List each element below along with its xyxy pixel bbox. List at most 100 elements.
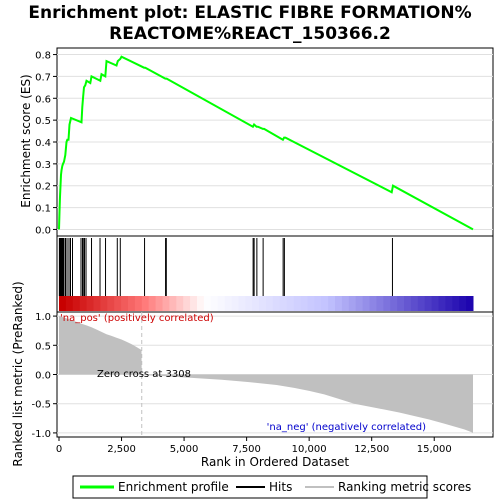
- rank-color-segment: [231, 296, 239, 311]
- rank-color-segment: [114, 296, 122, 311]
- metric-y-axis: 1.0 0.5 0.0 -0.5 -1.0: [31, 312, 57, 440]
- legend-metric-label: Ranking metric scores: [338, 480, 471, 494]
- metric-y-tick-label: -1.0: [31, 429, 51, 440]
- x-axis-label: Rank in Ordered Dataset: [201, 455, 349, 469]
- x-tick-label: 10,000: [292, 444, 327, 455]
- es-y-axis-label: Enrichment score (ES): [19, 74, 33, 207]
- rank-color-segment: [210, 296, 219, 311]
- rank-color-bar: [59, 296, 474, 311]
- es-y-tick-label: 0.8: [35, 51, 51, 62]
- rank-color-segment: [307, 296, 315, 311]
- rank-color-segment: [162, 296, 170, 311]
- rank-color-segment: [155, 296, 163, 311]
- rank-color-segment: [397, 296, 405, 311]
- rank-color-segment: [335, 296, 343, 311]
- rank-color-segment: [259, 296, 267, 311]
- rank-color-segment: [293, 296, 301, 311]
- es-y-tick-label: 0.4: [35, 138, 51, 149]
- chart-title-line1: Enrichment plot: ELASTIC FIBRE FORMATION…: [28, 3, 471, 23]
- rank-color-segment: [141, 296, 150, 311]
- es-y-tick-label: 0.2: [35, 182, 51, 193]
- es-y-tick-label: 0.3: [35, 160, 51, 171]
- es-y-axis: 0.0 0.1 0.2 0.3 0.4 0.5 0.6 0.7 0.8: [35, 51, 57, 236]
- rank-color-segment: [272, 296, 281, 311]
- legend-enrichment-label: Enrichment profile: [118, 480, 229, 494]
- rank-color-segment: [93, 296, 101, 311]
- rank-color-segment: [121, 296, 129, 311]
- rank-color-segment: [190, 296, 198, 311]
- rank-color-segment: [341, 296, 350, 311]
- rank-color-segment: [348, 296, 357, 311]
- rank-color-segment: [314, 296, 322, 311]
- rank-color-segment: [279, 296, 288, 311]
- x-tick-label: 15,000: [417, 444, 452, 455]
- rank-color-segment: [59, 296, 67, 311]
- rank-color-segment: [410, 296, 419, 311]
- rank-color-segment: [224, 296, 232, 311]
- rank-color-segment: [134, 296, 143, 311]
- rank-color-segment: [459, 296, 467, 311]
- rank-color-segment: [107, 296, 115, 311]
- enrichment-profile-line: [58, 55, 474, 231]
- zero-cross-label: Zero cross at 3308: [97, 369, 191, 380]
- rank-color-segment: [321, 296, 329, 311]
- es-y-tick-label: 0.5: [35, 116, 51, 127]
- rank-color-segment: [286, 296, 295, 311]
- metric-y-axis-label: Ranked list metric (PreRanked): [11, 281, 25, 466]
- metric-y-tick-label: 0.0: [35, 371, 51, 382]
- x-tick-label: 5,000: [170, 444, 199, 455]
- rank-color-segment: [238, 296, 246, 311]
- chart-title-line2: REACTOME%REACT_150366.2: [109, 24, 391, 44]
- rank-color-segment: [169, 296, 177, 311]
- rank-color-segment: [355, 296, 364, 311]
- rank-color-segment: [197, 296, 205, 311]
- rank-color-segment: [300, 296, 308, 311]
- es-y-tick-label: 0.6: [35, 94, 51, 105]
- rank-color-segment: [383, 296, 391, 311]
- positive-correlation-label: 'na_pos' (positively correlated): [60, 313, 214, 324]
- metric-y-tick-label: 0.5: [35, 341, 51, 352]
- rank-color-segment: [466, 296, 474, 311]
- rank-color-segment: [72, 296, 81, 311]
- rank-color-segment: [183, 296, 191, 311]
- rank-color-segment: [362, 296, 370, 311]
- es-y-tick-label: 0.0: [35, 225, 51, 236]
- rank-color-segment: [328, 296, 336, 311]
- rank-color-segment: [376, 296, 384, 311]
- x-tick-label: 7,500: [232, 444, 261, 455]
- negative-correlation-label: 'na_neg' (negatively correlated): [267, 422, 426, 433]
- rank-color-segment: [128, 296, 136, 311]
- metric-y-tick-label: -0.5: [31, 400, 51, 411]
- x-tick-label: 0: [56, 444, 62, 455]
- rank-color-segment: [100, 296, 108, 311]
- rank-color-segment: [390, 296, 398, 311]
- rank-color-segment: [203, 296, 212, 311]
- rank-color-segment: [252, 296, 260, 311]
- hits-track: [58, 238, 393, 296]
- rank-color-segment: [266, 296, 274, 311]
- rank-color-segment: [245, 296, 253, 311]
- rank-color-segment: [431, 296, 439, 311]
- rank-color-segment: [176, 296, 184, 311]
- rank-color-segment: [217, 296, 226, 311]
- rank-color-segment: [86, 296, 94, 311]
- x-tick-label: 12,500: [354, 444, 389, 455]
- rank-color-segment: [148, 296, 157, 311]
- rank-color-segment: [79, 296, 88, 311]
- rank-color-segment: [438, 296, 446, 311]
- rank-color-segment: [452, 296, 460, 311]
- rank-color-segment: [424, 296, 433, 311]
- rank-color-segment: [65, 296, 74, 311]
- metric-y-tick-label: 1.0: [35, 312, 51, 323]
- rank-color-segment: [417, 296, 426, 311]
- rank-color-segment: [404, 296, 412, 311]
- es-gridlines: [57, 54, 493, 230]
- x-tick-label: 2,500: [107, 444, 136, 455]
- legend-hits-label: Hits: [269, 480, 292, 494]
- rank-color-segment: [369, 296, 377, 311]
- es-y-tick-label: 0.1: [35, 204, 51, 215]
- ranking-metric-area: [59, 316, 473, 433]
- rank-color-segment: [445, 296, 453, 311]
